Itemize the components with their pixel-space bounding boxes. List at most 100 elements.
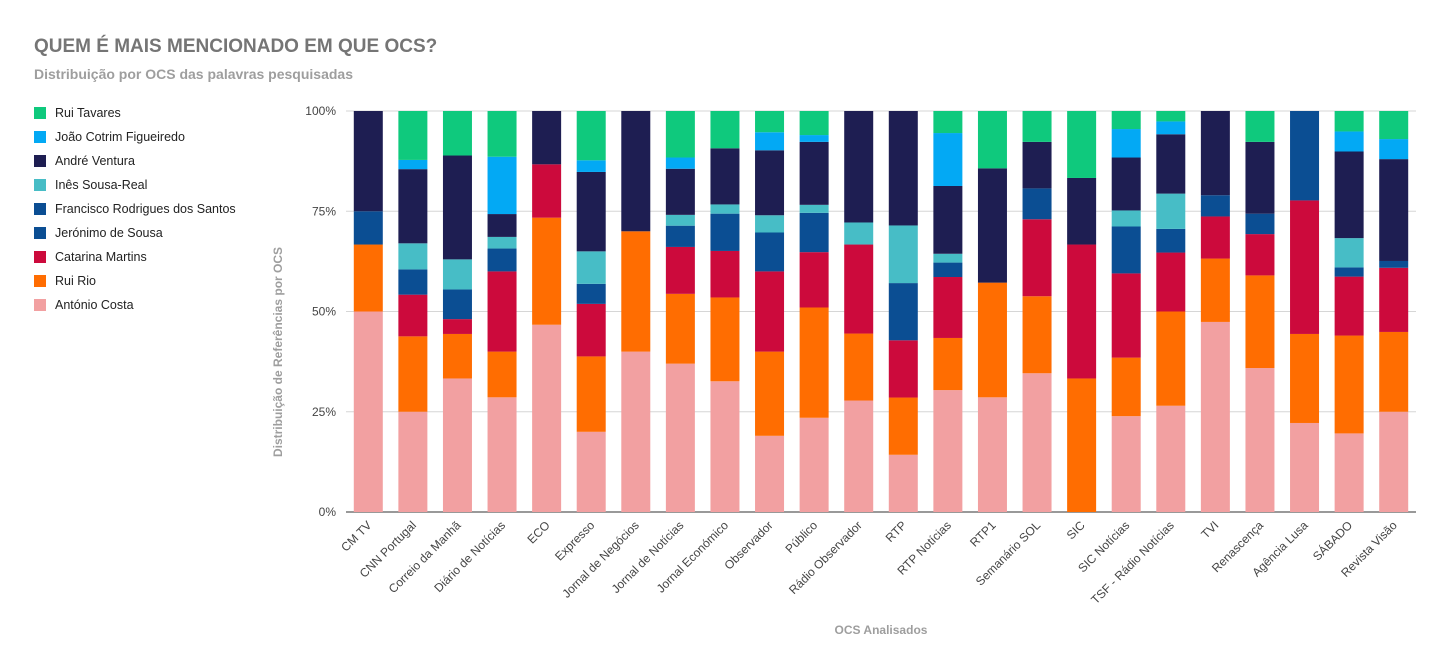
bar-segment [755, 132, 785, 151]
bar-segment [353, 244, 383, 312]
bar-segment [933, 262, 963, 278]
legend-item: André Ventura [34, 149, 236, 173]
bar-segment [844, 400, 874, 512]
bar-segment [1200, 258, 1230, 322]
y-tick-label: 100% [305, 104, 336, 118]
bar-segment [1022, 373, 1052, 512]
bar-segment [1022, 141, 1052, 189]
bar-segment [755, 215, 785, 233]
legend-swatch [34, 251, 46, 263]
bar-segment [755, 232, 785, 272]
bar-segment [799, 212, 829, 253]
bar-segment [576, 356, 606, 432]
legend: Rui Tavares João Cotrim Figueiredo André V… [34, 101, 236, 317]
bar-segment [576, 160, 606, 172]
bar-segment [755, 351, 785, 436]
x-tick-label: Expresso [552, 518, 598, 564]
bar-segment [1022, 188, 1052, 220]
bar-segment [1334, 433, 1364, 512]
bar-segment [398, 294, 428, 337]
bar-segment [933, 390, 963, 512]
bar-segment [1156, 121, 1186, 135]
bar-segment [710, 297, 740, 382]
bar-segment [1245, 368, 1275, 512]
bar-segment [442, 319, 472, 334]
bar-segment [710, 213, 740, 251]
legend-label: Rui Rio [55, 274, 96, 288]
bar-segment [1379, 260, 1409, 268]
bar-segment [1022, 296, 1052, 374]
bar-segment [977, 397, 1007, 512]
bar-segment [888, 111, 918, 226]
bar-segment [532, 111, 562, 165]
bar-segment [799, 307, 829, 418]
legend-swatch [34, 131, 46, 143]
bar-segment [621, 351, 651, 512]
legend-label: Inês Sousa-Real [55, 178, 148, 192]
bar-segment [799, 135, 829, 142]
bar-segment [1111, 210, 1141, 227]
bar-segment [353, 311, 383, 512]
bar-segment [665, 293, 695, 364]
x-tick-label: ECO [524, 518, 552, 546]
bar-segment [665, 225, 695, 247]
bar-segment [710, 204, 740, 214]
legend-label: Catarina Martins [55, 250, 147, 264]
bar-segment [576, 251, 606, 284]
bar-segment [442, 378, 472, 512]
bar-segment [1290, 422, 1320, 512]
legend-swatch [34, 275, 46, 287]
bar-segment [1111, 157, 1141, 211]
bar-segment [353, 111, 383, 212]
bar-segment [1245, 141, 1275, 214]
bar-segment [710, 111, 740, 149]
bar-segment [799, 417, 829, 512]
bar-segment [977, 111, 1007, 169]
bar-segment [1379, 267, 1409, 332]
x-tick-label: RTP [883, 518, 910, 545]
bar-segment [1334, 267, 1364, 277]
bar-segment [977, 282, 1007, 398]
bar-segment [621, 111, 651, 232]
legend-swatch [34, 155, 46, 167]
legend-item: Jerónimo de Sousa [34, 221, 236, 245]
legend-item: Catarina Martins [34, 245, 236, 269]
bar-segment [1334, 276, 1364, 336]
bar-segment [1067, 177, 1097, 245]
bar-segment [1334, 131, 1364, 152]
bar-segment [576, 111, 606, 161]
bar-segment [1067, 111, 1097, 178]
bar-segment [1379, 331, 1409, 412]
legend-label: Jerónimo de Sousa [55, 226, 163, 240]
bar-segment [1200, 195, 1230, 217]
bar-segment [1156, 311, 1186, 406]
bar-segment [621, 231, 651, 352]
legend-item: António Costa [34, 293, 236, 317]
bar-segment [487, 271, 517, 352]
bar-segment [933, 337, 963, 391]
legend-label: João Cotrim Figueiredo [55, 130, 185, 144]
y-tick-label: 25% [312, 405, 336, 419]
bar-segment [799, 252, 829, 308]
bar-segment [532, 324, 562, 512]
legend-swatch [34, 107, 46, 119]
x-tick-label: Observador [721, 518, 775, 572]
bar-segment [1111, 111, 1141, 130]
bar-segment [398, 336, 428, 412]
bar-segment [1245, 213, 1275, 235]
bar-segment [755, 435, 785, 512]
bar-segment [487, 111, 517, 157]
bar-segment [1334, 151, 1364, 239]
bar-segment [1290, 111, 1320, 201]
bar-segment [799, 141, 829, 205]
bar-segment [1379, 411, 1409, 512]
bar-segment [487, 156, 517, 215]
bar-segment [1245, 234, 1275, 276]
y-tick-label: 75% [312, 204, 336, 218]
bar-segment [710, 250, 740, 298]
legend-item: Inês Sousa-Real [34, 173, 236, 197]
bar-segment [755, 150, 785, 216]
legend-swatch [34, 203, 46, 215]
legend-label: Rui Tavares [55, 106, 121, 120]
